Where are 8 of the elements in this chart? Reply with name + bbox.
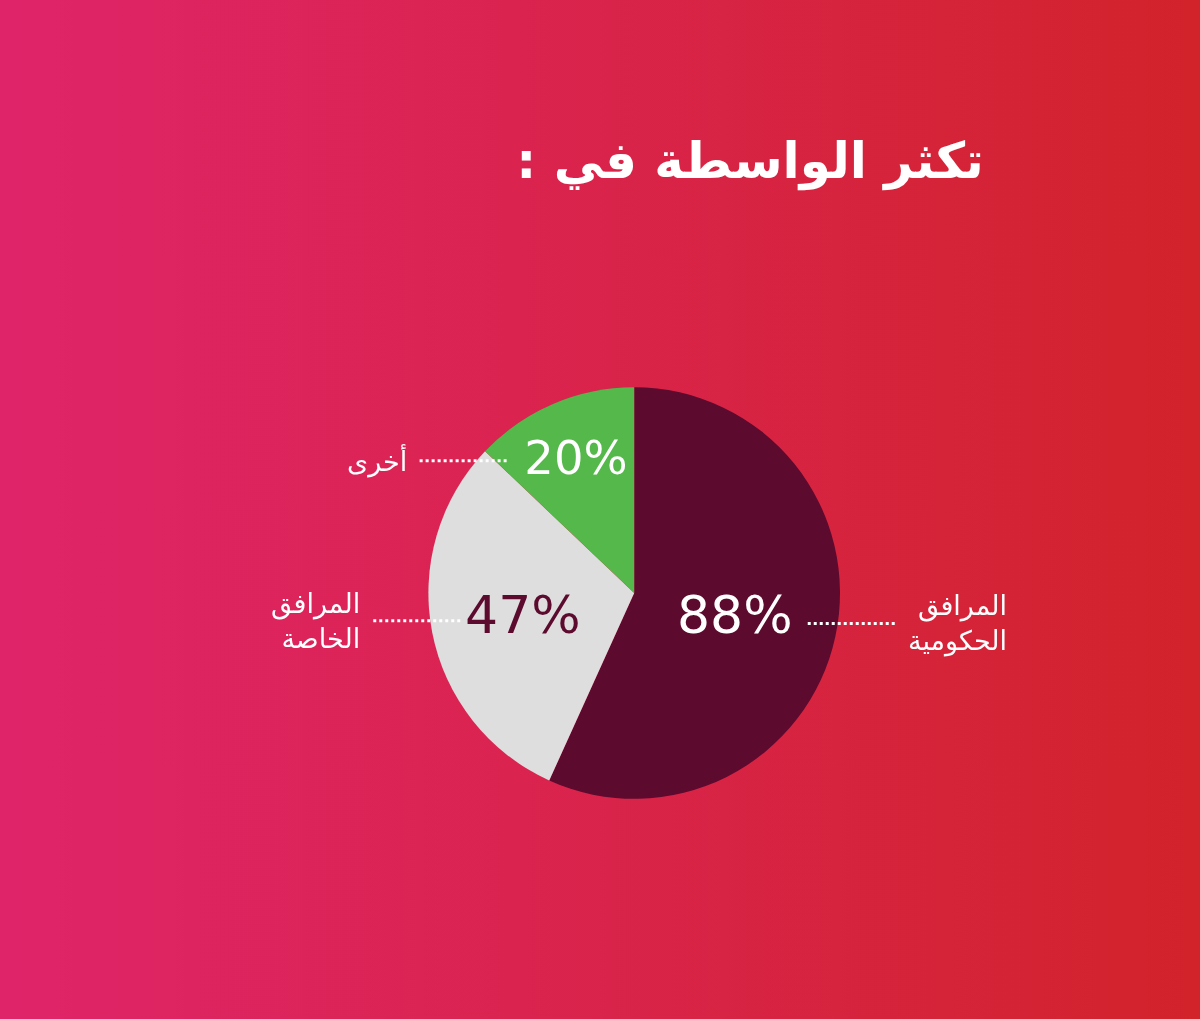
data-label: 88% [676,584,793,645]
slice-label: المرافق الحكومية [908,590,1008,658]
pie-slice [485,387,635,594]
slice-label: المرافق الخاصة [271,588,361,655]
slice-label: أخرى [347,443,408,478]
chart-title: تكثر الواسطة في : [516,131,984,191]
data-label: 47% [465,584,581,645]
data-label: 20% [524,430,628,485]
